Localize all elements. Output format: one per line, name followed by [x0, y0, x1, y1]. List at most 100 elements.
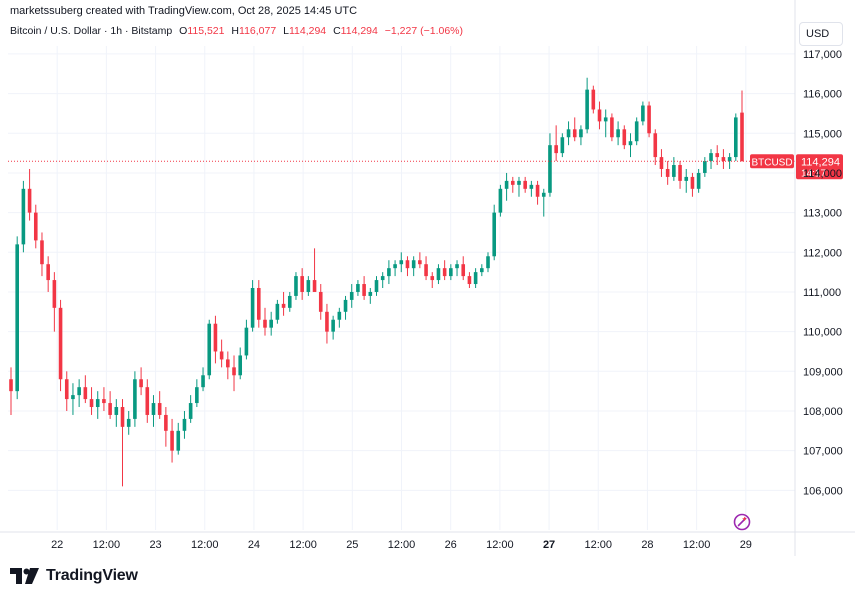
- candle-up: [21, 180, 26, 253]
- candle-up: [455, 260, 459, 277]
- x-tick-label: 12:00: [191, 539, 219, 551]
- y-tick-label: 115,000: [803, 128, 842, 140]
- candle-down: [659, 149, 664, 177]
- candle-down: [740, 90, 744, 162]
- candle-up: [517, 176, 521, 197]
- candle-body: [405, 260, 410, 269]
- y-tick-label: 113,000: [803, 208, 842, 220]
- candle-up: [250, 280, 255, 332]
- candle-body: [418, 260, 422, 265]
- candle-body: [46, 264, 50, 281]
- candle-up: [498, 184, 503, 217]
- candle-down: [622, 125, 627, 150]
- candle-body: [455, 264, 459, 269]
- magic-icon[interactable]: [733, 513, 751, 531]
- candle-down: [325, 303, 329, 344]
- candle-body: [325, 311, 329, 332]
- candle-up: [727, 153, 732, 169]
- candle-up: [368, 288, 373, 304]
- candle-up: [306, 276, 311, 296]
- x-tick-label: 26: [445, 539, 457, 551]
- candle-down: [58, 299, 63, 392]
- candle-body: [331, 319, 335, 332]
- candle-up: [387, 260, 391, 285]
- candle-body: [294, 276, 298, 296]
- candle-body: [120, 407, 125, 427]
- candle-down: [226, 351, 230, 380]
- candles-layer: [9, 77, 744, 487]
- candle-body: [77, 387, 81, 396]
- candle-body: [287, 295, 292, 308]
- candle-down: [665, 161, 670, 185]
- price-tag-value: 114,294: [801, 156, 840, 168]
- candle-up: [380, 272, 385, 288]
- candle-up: [207, 319, 212, 380]
- x-tick-label: 12:00: [388, 539, 416, 551]
- candle-down: [145, 379, 150, 423]
- candle-down: [9, 367, 13, 415]
- y-tick-label: 111,000: [803, 287, 841, 299]
- x-tick-label: 29: [740, 539, 752, 551]
- candle-body: [740, 112, 744, 162]
- candle-down: [653, 129, 658, 166]
- candle-body: [566, 129, 571, 138]
- candle-body: [126, 418, 131, 427]
- candle-body: [244, 327, 249, 356]
- currency-label: USD: [806, 28, 830, 40]
- candle-up: [696, 168, 701, 193]
- y-tick-label: 106,000: [803, 485, 843, 497]
- candle-up: [374, 276, 379, 296]
- x-tick-label: 25: [346, 539, 358, 551]
- candle-down: [263, 307, 267, 336]
- candle-body: [170, 430, 174, 451]
- candle-up: [672, 157, 676, 181]
- symbol-tag-bg: [750, 154, 794, 169]
- candle-body: [424, 264, 428, 277]
- candle-body: [498, 188, 503, 213]
- candle-up: [579, 125, 583, 146]
- candle-up: [529, 180, 534, 197]
- candle-up: [504, 172, 509, 201]
- y-tick-label: 108,000: [803, 406, 843, 418]
- candle-up: [133, 371, 137, 427]
- y-tick-label: 107,000: [803, 446, 843, 458]
- x-tick-label: 27: [543, 539, 555, 551]
- candle-body: [263, 319, 267, 328]
- candle-up: [393, 260, 397, 277]
- candle-body: [647, 105, 651, 134]
- candle-body: [188, 403, 193, 419]
- candle-body: [250, 288, 255, 328]
- candle-down: [256, 280, 261, 328]
- candle-down: [467, 272, 472, 288]
- candle-body: [300, 276, 304, 292]
- candle-body: [442, 268, 447, 277]
- candle-up: [188, 395, 193, 423]
- candle-body: [238, 355, 243, 376]
- candle-body: [721, 157, 726, 162]
- candle-down: [232, 355, 236, 392]
- candle-body: [510, 180, 515, 185]
- candle-up: [114, 399, 119, 427]
- candle-down: [64, 371, 69, 411]
- candle-body: [430, 276, 435, 281]
- candle-down: [213, 315, 218, 364]
- candle-body: [703, 161, 707, 173]
- candle-down: [721, 149, 726, 169]
- candle-body: [387, 268, 391, 277]
- y-tick-label: 109,000: [803, 366, 843, 378]
- candle-up: [411, 256, 416, 277]
- brand-logo: TradingView: [10, 567, 138, 585]
- symbol-tag-text: BTCUSD: [751, 157, 792, 168]
- candle-body: [275, 303, 280, 320]
- y-tick-label: 116,000: [803, 89, 842, 101]
- candle-up: [275, 299, 280, 324]
- candle-body: [597, 109, 602, 122]
- candle-body: [164, 414, 168, 431]
- x-tick-label: 12:00: [584, 539, 612, 551]
- symbol-legend: Bitcoin / U.S. Dollar · 1h · Bitstamp O1…: [10, 25, 463, 37]
- candle-body: [182, 418, 187, 431]
- currency-selector[interactable]: USD: [799, 22, 843, 46]
- candle-up: [182, 410, 187, 439]
